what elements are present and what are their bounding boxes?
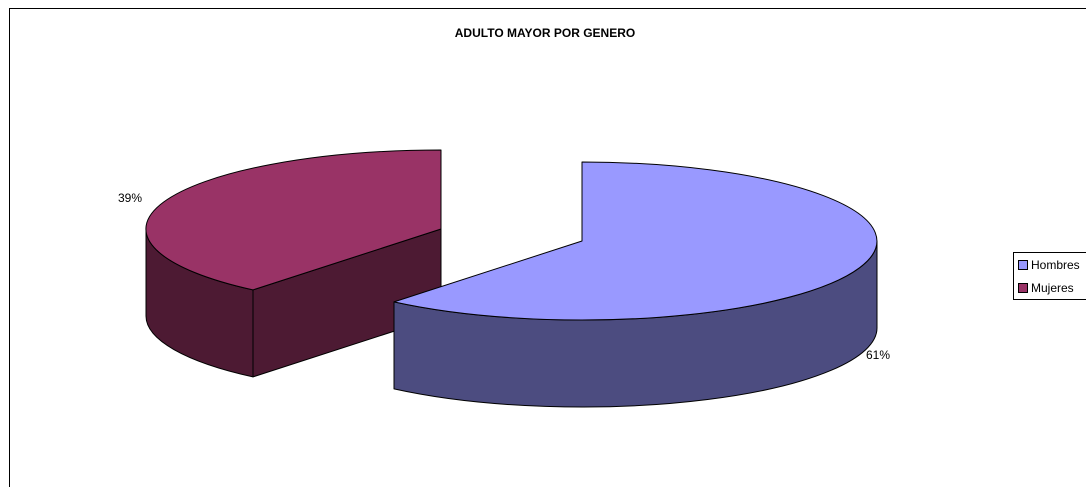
data-label-hombres: 61% [866, 348, 890, 362]
chart-title: ADULTO MAYOR POR GENERO [455, 26, 635, 40]
legend-label-mujeres: Mujeres [1031, 281, 1074, 295]
legend-item-mujeres: Mujeres [1018, 280, 1074, 296]
slice-top-hombres [393, 161, 878, 321]
legend-item-hombres: Hombres [1018, 257, 1080, 273]
pie-slices [145, 149, 878, 408]
legend-swatch-hombres [1018, 260, 1028, 270]
data-label-mujeres: 39% [118, 191, 142, 205]
chart-area [9, 8, 1086, 487]
legend-swatch-mujeres [1018, 283, 1028, 293]
legend: Hombres Mujeres [1013, 252, 1086, 300]
legend-label-hombres: Hombres [1031, 258, 1080, 272]
slice-top-mujeres [145, 149, 442, 291]
